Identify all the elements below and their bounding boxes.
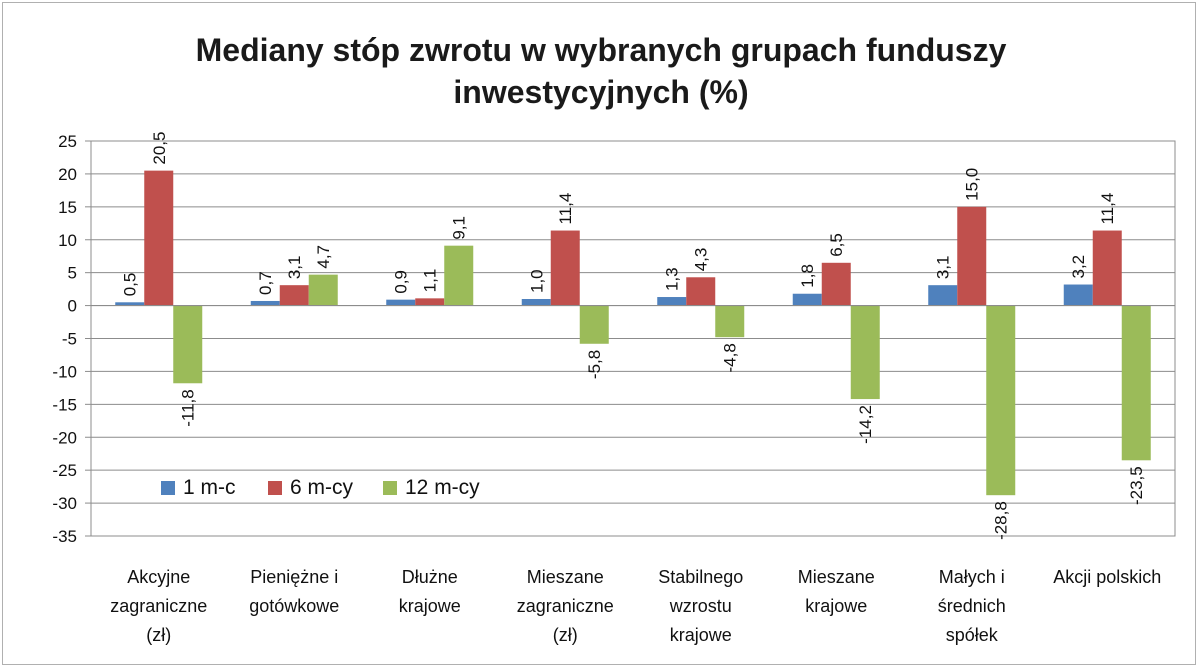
bar-1-m-c: [386, 299, 416, 306]
y-tick-label: -30: [52, 494, 77, 513]
y-tick-label: 10: [58, 231, 77, 250]
bar-6-m-cy: [550, 230, 580, 306]
category-label: krajowe: [670, 625, 732, 645]
data-label: 11,4: [556, 193, 575, 225]
data-label: 0,5: [121, 273, 140, 297]
data-label: 1,0: [527, 269, 546, 293]
data-label: 15,0: [963, 168, 982, 201]
y-tick-label: 0: [68, 297, 77, 316]
data-label: 0,7: [256, 271, 275, 295]
data-label: 0,9: [392, 270, 411, 294]
bar-12-m-cy: [1121, 305, 1151, 461]
category-label: zagraniczne: [517, 596, 614, 616]
y-tick-label: 5: [68, 264, 77, 283]
y-tick-label: 25: [58, 132, 77, 151]
data-label: -14,2: [856, 405, 875, 444]
bar-6-m-cy: [279, 285, 309, 306]
category-label: Dłużne: [402, 567, 458, 587]
legend-label: 1 m-c: [183, 476, 236, 499]
bar-1-m-c: [250, 300, 280, 306]
category-label: Akcji polskich: [1053, 567, 1161, 587]
category-label: krajowe: [805, 596, 867, 616]
category-label: Akcyjne: [127, 567, 190, 587]
data-label: 3,2: [1069, 255, 1088, 279]
bar-6-m-cy: [957, 206, 987, 306]
bar-12-m-cy: [308, 274, 338, 306]
y-tick-label: -25: [52, 461, 77, 480]
category-label: wzrostu: [669, 596, 732, 616]
chart-title-line: inwestycyjnych (%): [453, 74, 748, 110]
bar-12-m-cy: [579, 305, 609, 344]
category-label: Stabilnego: [658, 567, 743, 587]
chart-canvas: Mediany stóp zwrotu w wybranych grupach …: [52, 32, 1176, 645]
data-label: 11,4: [1098, 193, 1117, 225]
y-tick-label: -5: [62, 330, 77, 349]
bar-1-m-c: [1063, 284, 1093, 306]
bar-1-m-c: [792, 293, 822, 306]
category-label: gotówkowe: [249, 596, 339, 616]
bar-1-m-c: [115, 302, 145, 306]
bar-6-m-cy: [144, 170, 174, 306]
data-label: 1,8: [798, 264, 817, 288]
bar-12-m-cy: [173, 305, 203, 384]
bar-1-m-c: [928, 285, 958, 306]
data-label: 4,3: [692, 248, 711, 272]
bar-12-m-cy: [850, 305, 880, 400]
legend-swatch: [383, 481, 397, 495]
data-label: 3,1: [285, 256, 304, 280]
bar-6-m-cy: [821, 262, 851, 306]
y-tick-label: -15: [52, 395, 77, 414]
category-label: (zł): [553, 625, 578, 645]
legend-swatch: [268, 481, 282, 495]
category-label: Mieszane: [798, 567, 875, 587]
y-tick-label: 20: [58, 165, 77, 184]
category-label: Mieszane: [527, 567, 604, 587]
data-label: -28,8: [992, 501, 1011, 540]
data-label: 9,1: [450, 216, 469, 240]
data-label: 1,3: [663, 267, 682, 291]
data-label: 3,1: [934, 256, 953, 280]
category-label: Małych i: [939, 567, 1005, 587]
category-label: Pieniężne i: [250, 567, 338, 587]
bar-6-m-cy: [686, 277, 716, 306]
data-label: 20,5: [150, 132, 169, 165]
bar-12-m-cy: [715, 305, 745, 338]
y-tick-label: -20: [52, 428, 77, 447]
data-label: 6,5: [827, 233, 846, 257]
bar-12-m-cy: [444, 245, 474, 306]
bar-1-m-c: [657, 297, 687, 306]
legend-label: 6 m-cy: [290, 476, 354, 499]
bar-6-m-cy: [415, 298, 445, 306]
y-tick-label: -35: [52, 527, 77, 546]
category-label: średnich: [938, 596, 1006, 616]
bar-1-m-c: [521, 299, 551, 306]
data-label: 4,7: [314, 245, 333, 269]
chart-title-line: Mediany stóp zwrotu w wybranych grupach …: [196, 32, 1007, 68]
category-label: spółek: [946, 625, 999, 645]
bar-6-m-cy: [1092, 230, 1122, 306]
y-tick-label: 15: [58, 198, 77, 217]
data-label: -11,8: [179, 389, 198, 427]
data-label: -23,5: [1127, 466, 1146, 505]
legend-label: 12 m-cy: [405, 476, 480, 499]
y-tick-label: -10: [52, 362, 77, 381]
legend-swatch: [161, 481, 175, 495]
category-label: zagraniczne: [110, 596, 207, 616]
data-label: 1,1: [421, 269, 440, 293]
bar-12-m-cy: [986, 305, 1016, 496]
category-label: krajowe: [399, 596, 461, 616]
category-label: (zł): [146, 625, 171, 645]
data-label: -5,8: [585, 350, 604, 379]
data-label: -4,8: [721, 343, 740, 372]
